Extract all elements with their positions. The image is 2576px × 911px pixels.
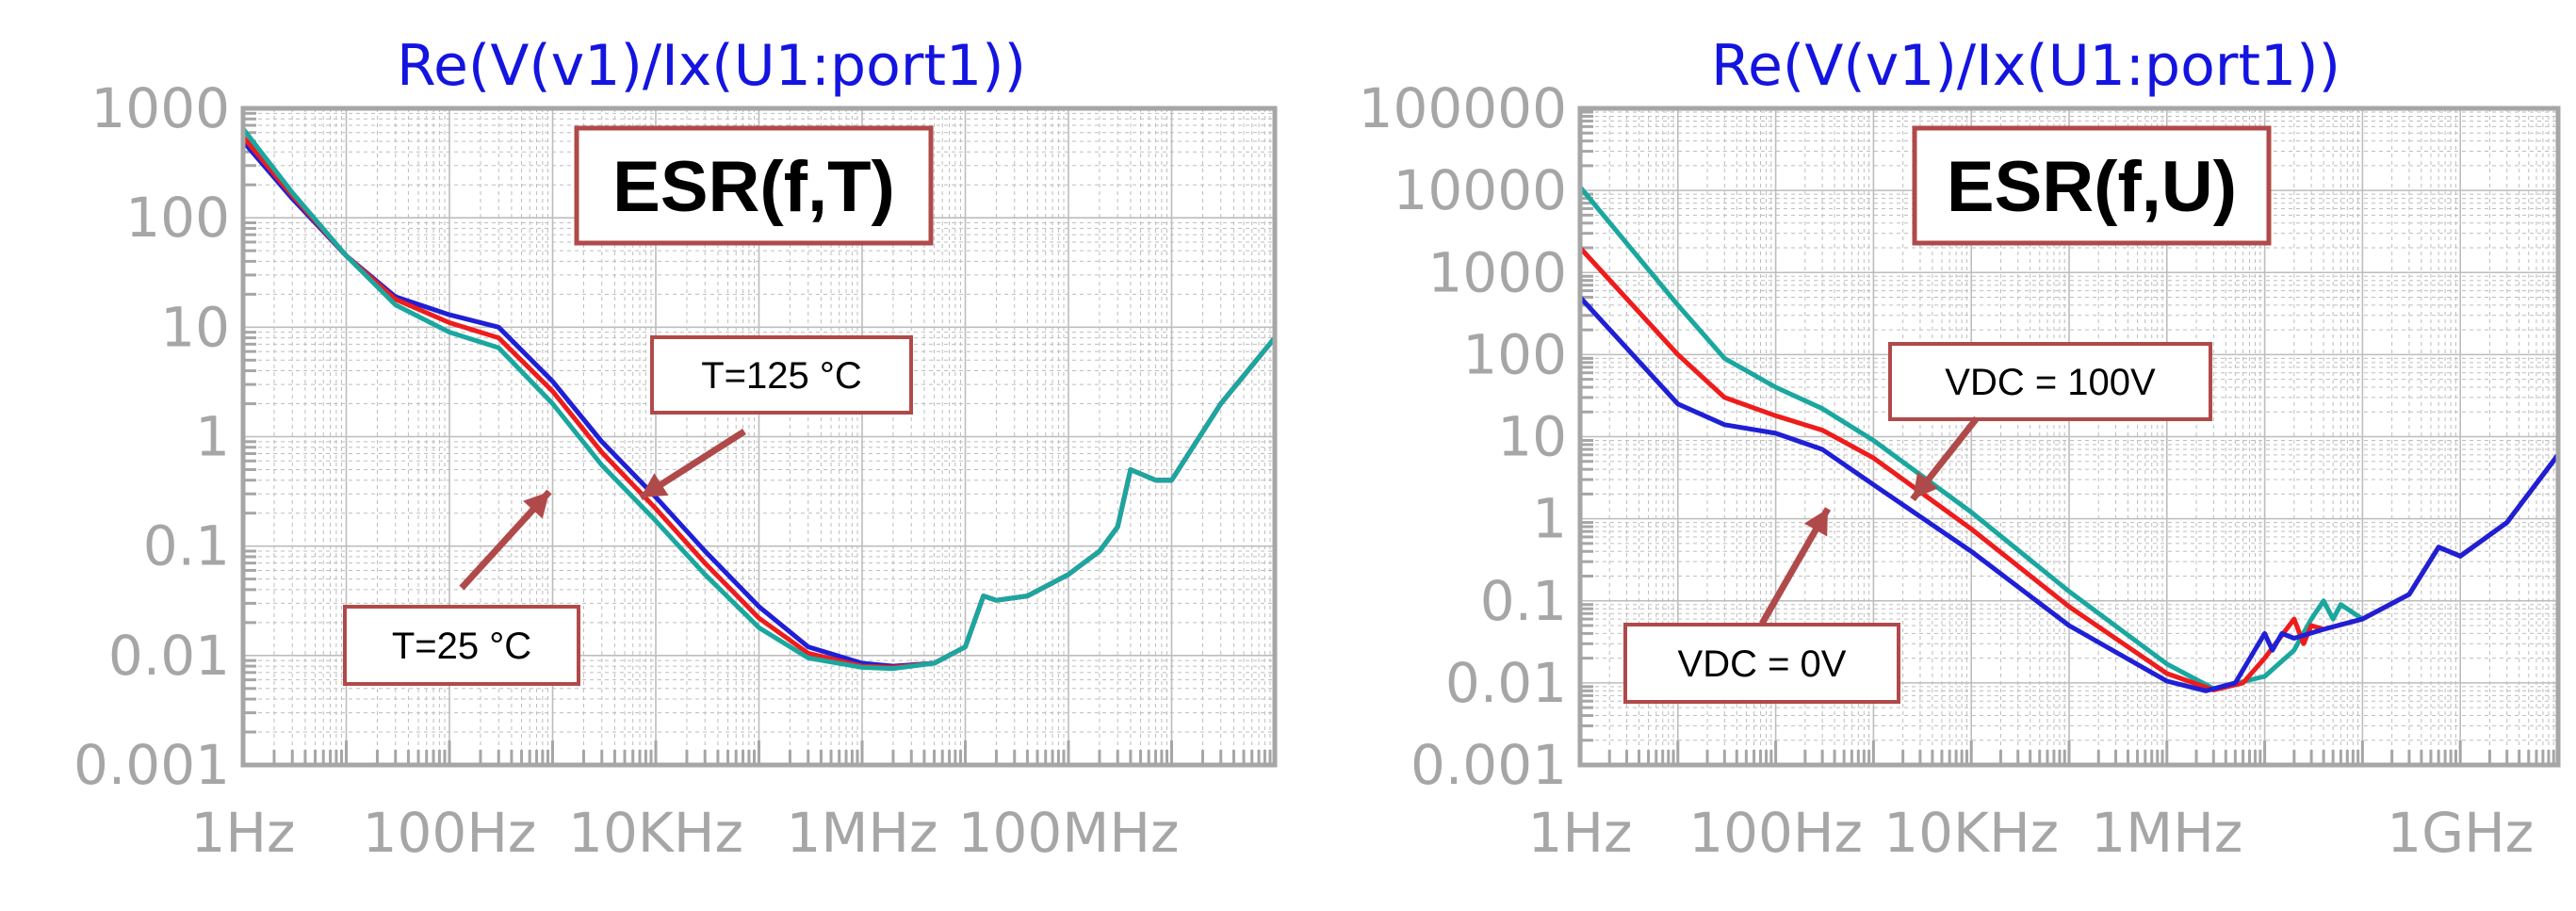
x-tick-label: 100Hz (1688, 801, 1863, 865)
esr-box-text: ESR(f,T) (612, 147, 895, 227)
annotation-frame (1623, 623, 1900, 704)
esr-box-label: ESR(f,U) (1912, 125, 2272, 246)
x-tick-label: 1MHz (2091, 801, 2242, 865)
series-line-blue (1577, 295, 2561, 693)
chart-series (240, 126, 1278, 672)
esr-box-frame (1912, 125, 2272, 246)
chart-series (1577, 185, 2561, 693)
x-tick-label: 10KHz (568, 801, 743, 865)
y-tick-label: 0.1 (1480, 569, 1567, 633)
chart-title: Re(V(v1)/Ix(U1:port1)) (397, 33, 1026, 99)
x-tick-label: 1GHz (2387, 801, 2534, 865)
y-tick-label: 10000 (1393, 158, 1567, 222)
y-tick-label: 1000 (1427, 240, 1567, 304)
y-tick-label: 1000 (90, 76, 230, 140)
arrow-head (1913, 471, 1939, 499)
x-tick-label: 100Hz (363, 801, 537, 865)
annotation-vdc100: VDC = 100V (1888, 342, 2212, 502)
y-tick-label: 10 (160, 295, 230, 359)
y-tick-label: 0.1 (143, 514, 230, 578)
y-tick-label: 0.001 (73, 733, 230, 797)
y-tick-label: 0.01 (108, 624, 230, 688)
arrow-head (641, 473, 669, 497)
chart-title: Re(V(v1)/Ix(U1:port1)) (1711, 33, 2340, 99)
esr-box-text: ESR(f,U) (1947, 147, 2237, 227)
y-tick-labels: 100000 10000 1000 100 10 1 0.1 0.01 0.001 (1359, 76, 1567, 797)
annotation-frame (650, 335, 913, 415)
esr-box-frame (574, 125, 934, 246)
plot-frame (240, 106, 1278, 768)
annotation-text: T=125 °C (701, 355, 862, 397)
y-tick-labels: 1000 100 10 1 0.1 0.01 0.001 (73, 76, 230, 797)
esr-box-label: ESR(f,T) (574, 125, 934, 246)
annotation-frame (1888, 342, 2212, 421)
series-line-teal (240, 126, 1278, 672)
x-tick-label: 1Hz (191, 801, 296, 865)
annotation-frame (343, 605, 580, 686)
arrow-head (1803, 509, 1828, 537)
y-tick-label: 0.001 (1410, 733, 1567, 797)
y-tick-label: 1 (195, 405, 230, 469)
y-tick-label: 100000 (1359, 76, 1567, 140)
plot-frame (1577, 106, 2561, 768)
annotation-text: VDC = 0V (1678, 643, 1847, 685)
annotation-text: T=25 °C (392, 626, 531, 667)
x-tick-label: 1Hz (1528, 801, 1633, 865)
annotation-vdc0: VDC = 0V (1623, 507, 1900, 704)
y-tick-label: 100 (125, 186, 230, 250)
esr-vs-temperature-chart: 1000 100 10 1 0.1 0.01 0.001 1Hz 100Hz 10KHz 1MHz… (73, 33, 1278, 865)
x-tick-labels: 1Hz 100Hz 10KHz 1MHz 1GHz (1528, 801, 2535, 865)
y-tick-label: 1 (1532, 487, 1567, 551)
annotation-t125: T=125 °C (639, 335, 913, 500)
y-tick-label: 10 (1497, 405, 1567, 469)
arrow-head (523, 492, 549, 519)
annotation-text: VDC = 100V (1945, 362, 2156, 403)
y-tick-label: 100 (1462, 322, 1567, 386)
y-tick-label: 0.01 (1445, 651, 1567, 715)
x-tick-label: 1MHz (786, 801, 937, 865)
annotation-t25: T=25 °C (343, 489, 580, 686)
x-tick-label: 10KHz (1883, 801, 2059, 865)
x-tick-labels: 1Hz 100Hz 10KHz 1MHz 100MHz (191, 801, 1180, 865)
x-tick-label: 100MHz (958, 801, 1180, 865)
